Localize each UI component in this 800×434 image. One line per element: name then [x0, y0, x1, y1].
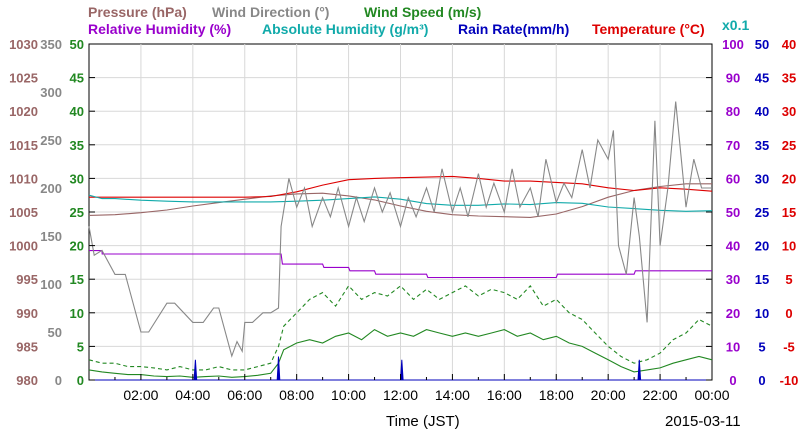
series-layer	[88, 101, 713, 381]
legend-wind-direction: Wind Direction (°)	[212, 4, 329, 20]
y-tick-label-pressure: 1020	[9, 104, 38, 119]
y-tick-label-wind_speed: 10	[70, 306, 84, 321]
y-tick-label-wind_direction: 250	[40, 133, 62, 148]
x-tick-label: 04:00	[175, 387, 210, 403]
y-tick-label-temperature: -5	[783, 339, 795, 354]
x-tick-label: 06:00	[227, 387, 262, 403]
y-tick-label-pressure: 995	[16, 272, 38, 287]
date-label: 2015-03-11	[665, 413, 741, 430]
legend-relative-humidity: Relative Humidity (%)	[88, 21, 231, 37]
y-tick-label-wind_direction: 150	[40, 229, 62, 244]
y-tick-label-temperature: 15	[782, 205, 796, 220]
y-tick-label-wind_speed: 5	[77, 339, 84, 354]
x-tick-label: 02:00	[123, 387, 158, 403]
y-tick-label-rain_rate: 20	[755, 239, 769, 254]
x-axis-labels: 02:00 04:00 06:00 08:00 10:00 12:00 14:00 16:00…	[123, 387, 729, 403]
y-tick-label-humidity: 100	[722, 37, 744, 52]
y-tick-label-rain_rate: 10	[755, 306, 769, 321]
series-3	[89, 250, 712, 279]
grid-lines	[89, 44, 712, 380]
legend-pressure: Pressure (hPa)	[88, 4, 187, 20]
y-tick-label-wind_direction: 300	[40, 85, 62, 100]
left-axis-labels: 1030102510201015101010051000995990985980…	[9, 37, 84, 388]
y-tick-label-humidity: 50	[726, 205, 740, 220]
legend-scale-note: x0.1	[722, 17, 749, 33]
x-tick-label: 14:00	[435, 387, 470, 403]
y-tick-label-temperature: 30	[782, 104, 796, 119]
y-tick-label-humidity: 60	[726, 171, 740, 186]
y-tick-label-wind_direction: 200	[40, 181, 62, 196]
y-tick-label-wind_direction: 50	[48, 325, 62, 340]
legend-row-1: Pressure (hPa) Wind Direction (°) Wind S…	[88, 4, 481, 20]
x-tick-label: 08:00	[279, 387, 314, 403]
x-axis-label: Time (JST)	[386, 413, 460, 430]
y-tick-label-pressure: 1010	[9, 171, 38, 186]
legend-wind-speed: Wind Speed (m/s)	[364, 4, 481, 20]
axis-ticks	[89, 43, 713, 381]
y-tick-label-rain_rate: 35	[755, 138, 769, 153]
y-tick-label-rain_rate: 45	[755, 71, 769, 86]
y-tick-label-wind_speed: 40	[70, 104, 84, 119]
y-tick-label-humidity: 40	[726, 239, 740, 254]
y-tick-label-pressure: 1015	[9, 138, 38, 153]
legend-temperature: Temperature (°C)	[592, 21, 705, 37]
y-tick-label-temperature: 40	[782, 37, 796, 52]
y-tick-label-temperature: 10	[782, 239, 796, 254]
y-tick-label-humidity: 10	[726, 339, 740, 354]
y-tick-label-temperature: 35	[782, 71, 796, 86]
y-tick-label-pressure: 985	[16, 339, 38, 354]
y-tick-label-rain_rate: 40	[755, 104, 769, 119]
y-tick-label-humidity: 70	[726, 138, 740, 153]
y-tick-label-pressure: 980	[16, 373, 38, 388]
y-tick-label-rain_rate: 25	[755, 205, 769, 220]
y-tick-label-humidity: 20	[726, 306, 740, 321]
y-tick-label-wind_speed: 20	[70, 239, 84, 254]
legend-absolute-humidity: Absolute Humidity (g/m³)	[262, 21, 428, 37]
x-tick-label: 20:00	[591, 387, 626, 403]
y-tick-label-pressure: 1000	[9, 239, 38, 254]
y-tick-label-wind_direction: 350	[40, 37, 62, 52]
y-tick-label-pressure: 990	[16, 306, 38, 321]
y-tick-label-wind_speed: 0	[77, 373, 84, 388]
legend-row-2: Relative Humidity (%) Absolute Humidity …	[88, 21, 705, 37]
series-1	[89, 175, 713, 198]
y-tick-label-wind_direction: 0	[55, 373, 62, 388]
legend-rain-rate: Rain Rate(mm/h)	[458, 21, 569, 37]
y-tick-label-wind_speed: 15	[70, 272, 84, 287]
y-tick-label-temperature: 0	[785, 306, 792, 321]
series-4	[88, 101, 712, 358]
y-tick-label-temperature: 20	[782, 171, 796, 186]
y-tick-label-wind_direction: 100	[40, 277, 62, 292]
y-tick-label-wind_speed: 25	[70, 205, 84, 220]
y-tick-label-wind_speed: 50	[70, 37, 84, 52]
y-tick-label-pressure: 1030	[9, 37, 38, 52]
y-tick-label-humidity: 0	[729, 373, 736, 388]
y-tick-label-humidity: 90	[726, 71, 740, 86]
x-tick-label: 12:00	[383, 387, 418, 403]
y-tick-label-humidity: 30	[726, 272, 740, 287]
x-tick-label: 22:00	[643, 387, 678, 403]
y-tick-label-wind_speed: 30	[70, 171, 84, 186]
y-tick-label-rain_rate: 30	[755, 171, 769, 186]
x-tick-label: 00:00	[694, 387, 729, 403]
x-tick-label: 16:00	[487, 387, 522, 403]
x-tick-label: 18:00	[539, 387, 574, 403]
y-tick-label-wind_speed: 45	[70, 71, 84, 86]
right-axis-labels: 1009080706050403020100504540353025201510…	[722, 37, 798, 388]
y-tick-label-rain_rate: 50	[755, 37, 769, 52]
y-tick-label-rain_rate: 15	[755, 272, 769, 287]
y-tick-label-humidity: 80	[726, 104, 740, 119]
y-tick-label-wind_speed: 35	[70, 138, 84, 153]
y-tick-label-rain_rate: 5	[758, 339, 765, 354]
series-0	[88, 183, 712, 218]
y-tick-label-rain_rate: 0	[758, 373, 765, 388]
y-tick-label-pressure: 1005	[9, 205, 38, 220]
y-tick-label-temperature: -10	[780, 373, 799, 388]
x-tick-label: 10:00	[331, 387, 366, 403]
y-tick-label-temperature: 5	[785, 272, 792, 287]
y-tick-label-temperature: 25	[782, 138, 796, 153]
y-tick-label-pressure: 1025	[9, 71, 38, 86]
